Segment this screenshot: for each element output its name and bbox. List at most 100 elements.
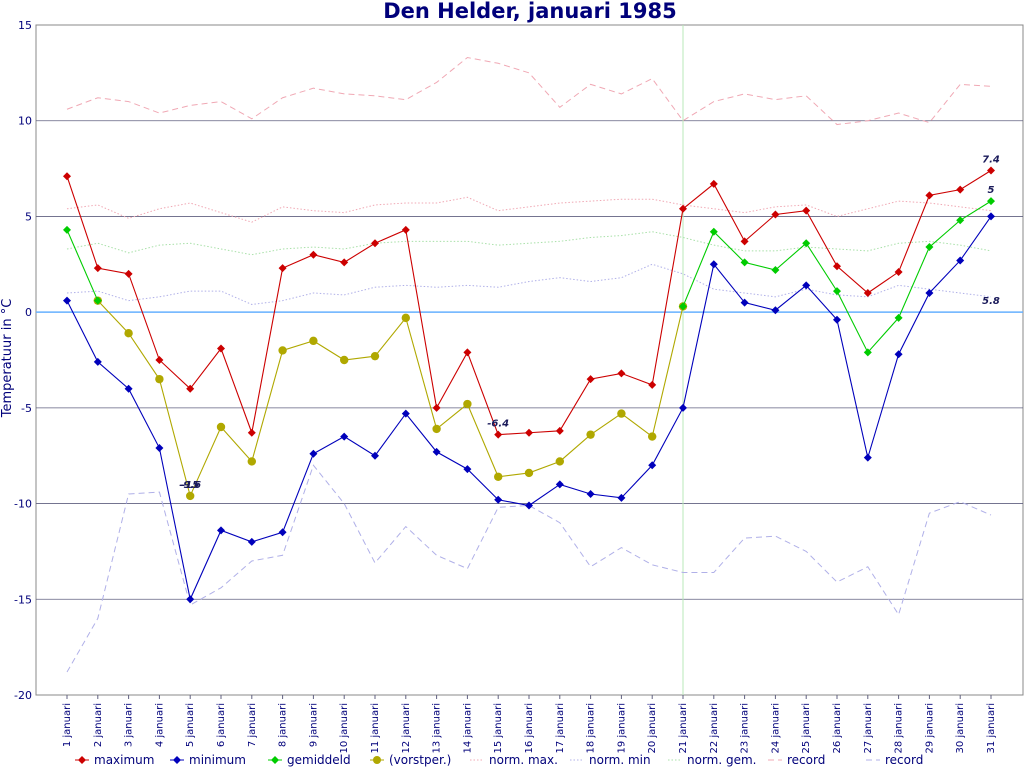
data-point — [247, 428, 256, 437]
series-line — [66, 229, 99, 301]
legend-marker — [173, 756, 181, 764]
data-point — [63, 225, 71, 234]
data-point — [586, 375, 595, 384]
x-tick-label: 31 januari — [986, 703, 997, 754]
x-tick-label: 30 januari — [955, 703, 966, 754]
x-tick-label: 21 januari — [678, 703, 689, 754]
data-point — [648, 461, 657, 470]
data-point — [771, 266, 780, 275]
data-point — [956, 256, 965, 265]
y-tick-label: -15 — [14, 593, 32, 606]
data-point — [155, 374, 164, 384]
data-point — [555, 480, 564, 489]
series-norm-max- — [66, 196, 992, 223]
x-tick-label: 12 januari — [401, 703, 412, 754]
data-point — [370, 351, 380, 361]
data-point — [802, 206, 811, 215]
data-point — [93, 357, 102, 366]
data-point — [987, 166, 995, 175]
series-line — [66, 263, 992, 305]
data-point — [925, 243, 934, 252]
legend-item: record — [866, 753, 923, 767]
data-point — [987, 197, 995, 206]
data-point — [432, 424, 441, 434]
y-axis-ticks: 15 10 5 0 -5 -10 -15 -20 — [14, 19, 32, 702]
data-point — [93, 296, 102, 305]
legend-label: maximum — [94, 753, 154, 767]
data-labels: 7.4 5 5.8 -6.4 -9.6-15 — [179, 154, 1000, 490]
legend-item: (vorstper.) — [370, 753, 451, 767]
data-point — [186, 384, 195, 393]
data-point — [371, 451, 379, 460]
legend-label: norm. gem. — [687, 753, 757, 767]
data-point — [63, 296, 71, 305]
data-label: -9.6 — [179, 480, 201, 491]
legend-item: norm. min — [570, 753, 651, 767]
data-point — [309, 250, 318, 259]
series-maximum — [63, 166, 995, 439]
data-point — [555, 457, 564, 466]
data-point — [340, 432, 349, 441]
series-line — [97, 300, 684, 498]
data-point — [771, 210, 780, 219]
data-point — [709, 260, 718, 269]
data-point — [401, 225, 410, 234]
x-axis-ticks: 1 januari 2 januari 3 januari 4 januari 5 ja… — [62, 695, 997, 754]
data-point — [894, 350, 903, 359]
y-tick-label: 0 — [25, 306, 32, 319]
data-point — [278, 346, 287, 355]
legend-label: record — [885, 753, 923, 767]
data-point — [463, 465, 472, 474]
data-point — [802, 281, 811, 290]
x-tick-label: 1 januari — [62, 703, 73, 747]
data-point — [956, 216, 965, 225]
data-point — [340, 355, 349, 365]
legend-item: record — [768, 753, 825, 767]
data-point — [863, 289, 872, 297]
data-point — [648, 432, 657, 441]
x-tick-label: 26 januari — [832, 703, 843, 754]
data-point — [679, 302, 687, 311]
grid-lines — [36, 120, 1023, 600]
data-point — [894, 313, 903, 322]
legend-marker — [271, 756, 279, 764]
data-point — [740, 258, 749, 267]
x-tick-label: 28 januari — [894, 703, 905, 754]
data-point — [833, 315, 841, 324]
data-point — [648, 380, 657, 389]
data-point — [524, 468, 534, 478]
data-point — [863, 453, 872, 462]
legend-label: norm. max. — [489, 753, 558, 767]
x-tick-label: 13 januari — [432, 703, 443, 754]
data-point — [740, 237, 749, 246]
x-tick-label: 14 januari — [462, 703, 473, 754]
series-record — [66, 57, 992, 126]
legend-item: maximum — [75, 753, 154, 767]
data-point — [586, 490, 595, 498]
series-minimum — [63, 212, 995, 604]
y-tick-label: -20 — [14, 689, 32, 702]
data-label: 7.4 — [982, 154, 1000, 165]
legend-marker — [373, 756, 381, 764]
data-point — [124, 329, 133, 338]
series-norm-min — [66, 263, 992, 305]
data-point — [956, 185, 965, 194]
data-point — [463, 399, 472, 409]
data-point — [494, 495, 503, 504]
data-point — [401, 313, 410, 323]
x-tick-label: 17 januari — [555, 703, 566, 754]
data-point — [555, 426, 564, 435]
x-tick-label: 19 januari — [616, 703, 627, 754]
data-point — [371, 239, 379, 248]
data-point — [617, 493, 626, 502]
legend-item: minimum — [170, 753, 246, 767]
legend: maximum minimum gemiddeld (vorstper.) norm. … — [75, 753, 923, 767]
data-point — [278, 528, 287, 537]
y-axis-label: Temperatuur in °C — [0, 299, 15, 419]
data-point — [432, 447, 441, 456]
legend-item: gemiddeld — [268, 753, 351, 767]
x-tick-label: 27 januari — [863, 703, 874, 754]
data-point — [987, 212, 995, 221]
x-tick-label: 20 januari — [647, 703, 658, 754]
